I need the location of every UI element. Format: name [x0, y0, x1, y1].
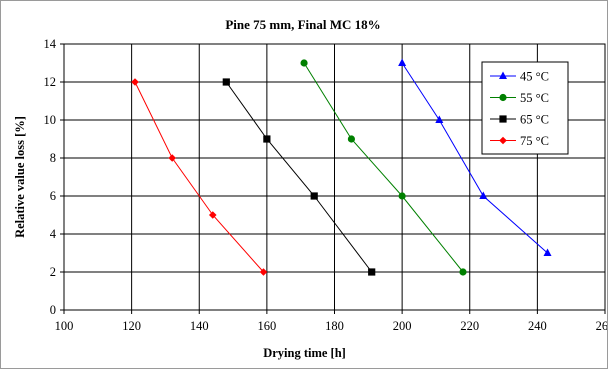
series-65c: [222, 78, 376, 276]
legend: 45 °C 55 °C 65 °C 75 °C: [481, 61, 569, 155]
x-tick-label: 240: [528, 319, 547, 333]
y-axis-title: Relative value loss [%]: [13, 116, 27, 238]
data-point: [368, 268, 376, 276]
data-point: [435, 115, 444, 123]
x-tick-label: 220: [460, 319, 479, 333]
x-tick-label: 180: [325, 319, 344, 333]
data-point: [479, 191, 488, 199]
series-75c: [131, 78, 268, 276]
legend-label: 55 °C: [520, 91, 549, 105]
data-point: [310, 192, 318, 200]
x-tick-label: 140: [190, 319, 209, 333]
legend-label: 45 °C: [520, 70, 549, 84]
grid: [63, 43, 606, 311]
x-tick-label: 200: [393, 319, 412, 333]
legend-marker: [499, 93, 507, 102]
x-tick-label: 100: [55, 319, 74, 333]
legend-marker: [499, 115, 507, 123]
y-tick-label: 6: [50, 189, 56, 203]
series-line: [134, 81, 264, 273]
data-point: [222, 78, 230, 86]
x-tick-label: 160: [258, 319, 277, 333]
data-point: [459, 268, 467, 276]
series-line: [303, 62, 464, 273]
chart-title: Pine 75 mm, Final MC 18%: [225, 17, 380, 32]
y-tick-label: 4: [50, 227, 57, 241]
x-tick-label: 260: [596, 319, 607, 333]
y-tick-label: 8: [50, 151, 56, 165]
series-55c: [300, 59, 467, 276]
legend-marker: [499, 71, 507, 79]
data-point: [398, 192, 406, 200]
y-tick-label: 10: [44, 113, 57, 127]
series-line: [225, 81, 373, 273]
x-axis-title: Drying time [h]: [263, 346, 346, 360]
data-point: [543, 248, 552, 256]
data-point: [347, 135, 356, 143]
data-point: [398, 58, 407, 66]
legend-marker: [499, 136, 507, 145]
y-tick-label: 2: [50, 265, 56, 279]
data-point: [300, 59, 308, 67]
x-tick-label: 120: [122, 319, 141, 333]
data-point: [131, 78, 139, 86]
data-point: [168, 154, 176, 162]
series-layer: [131, 58, 552, 276]
y-tick-label: 12: [44, 75, 57, 89]
legend-label: 65 °C: [520, 113, 549, 127]
data-point: [263, 135, 271, 143]
y-tick-label: 14: [44, 37, 57, 51]
axis-ticks: 0 2 4 6 8 10 12 14 100 120 140 160 180 200 220 240 260: [44, 37, 608, 333]
data-point: [208, 211, 217, 219]
y-tick-label: 0: [50, 303, 56, 317]
series-45c: [398, 58, 552, 256]
legend-label: 75 °C: [520, 134, 549, 148]
series-line: [401, 62, 548, 254]
legend-box: [481, 61, 569, 155]
data-point: [259, 268, 268, 276]
